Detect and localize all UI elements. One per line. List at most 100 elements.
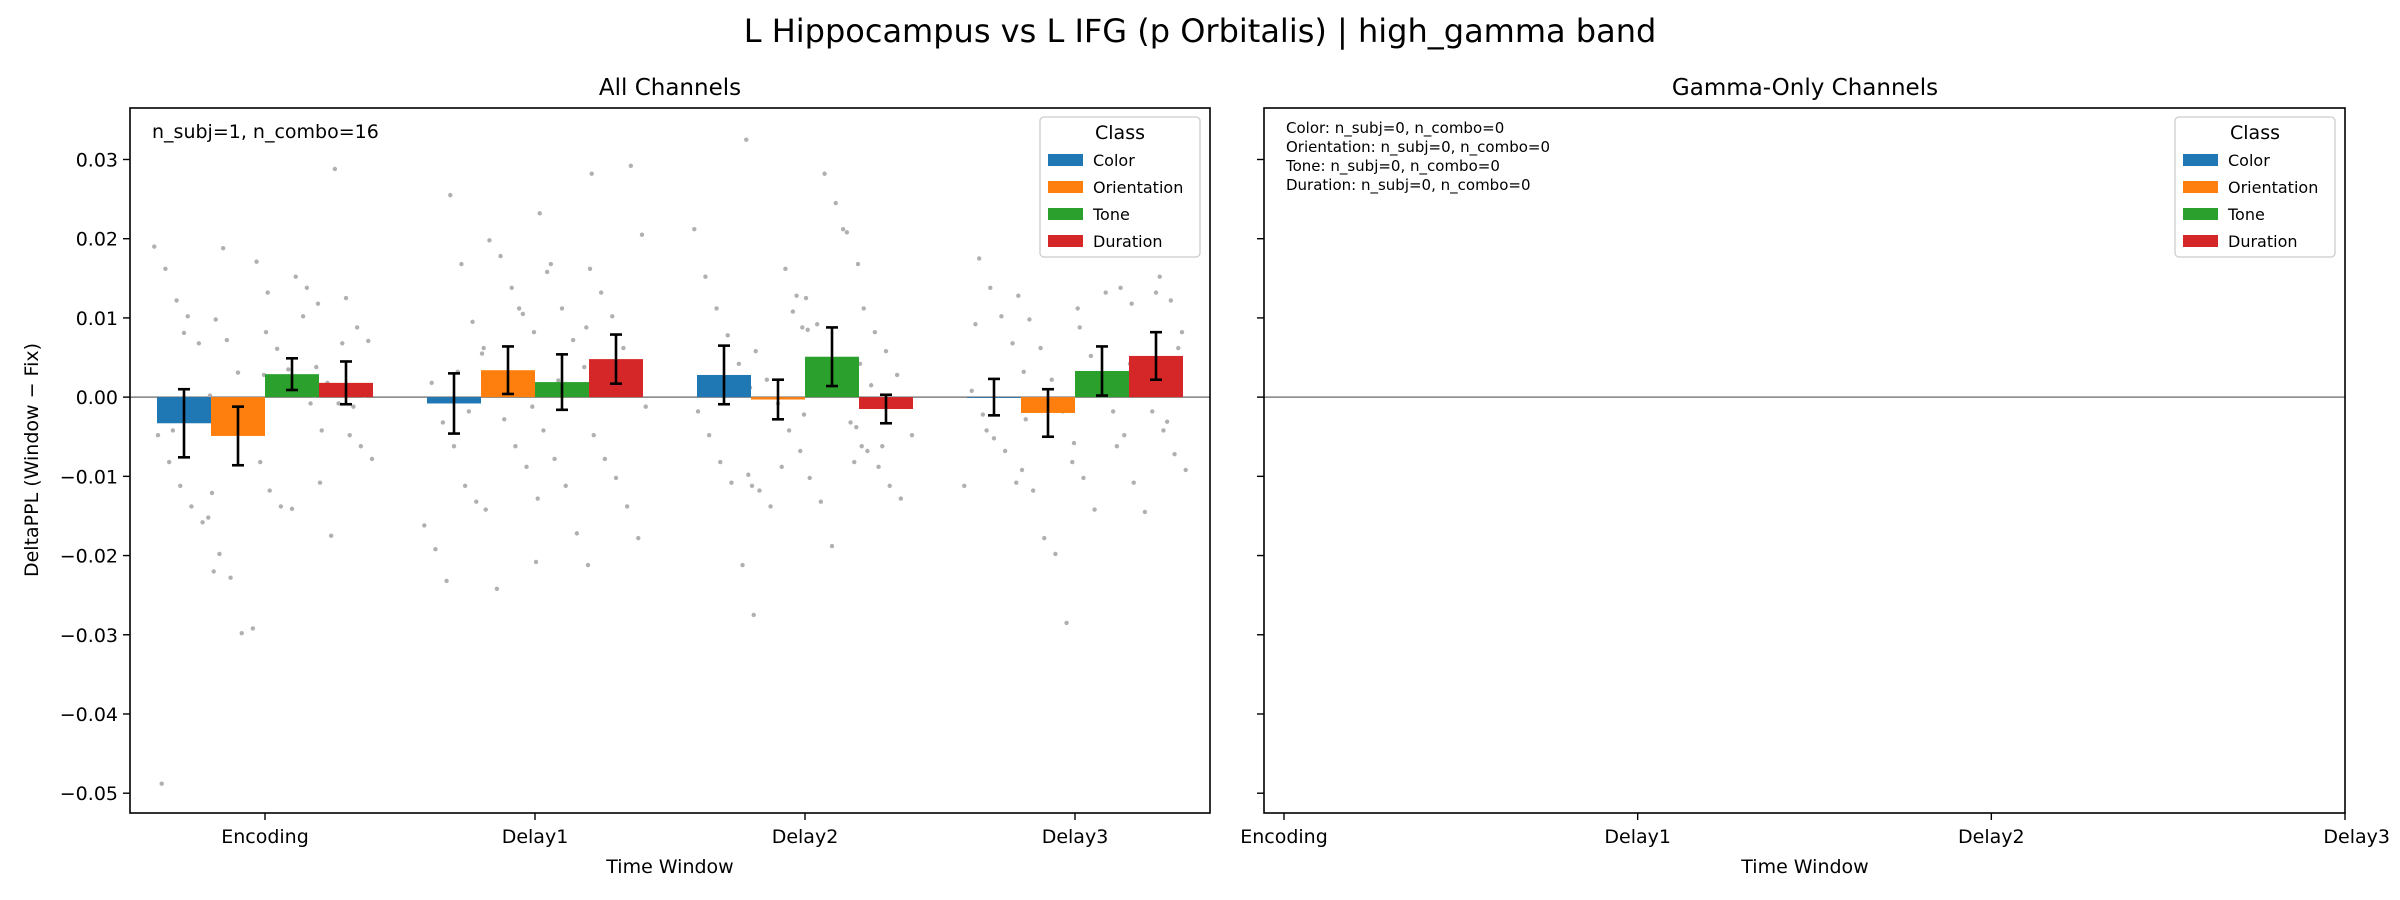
scatter-point (1019, 467, 1025, 473)
scatter-point (749, 483, 755, 489)
scatter-point (883, 348, 889, 354)
scatter-point (358, 444, 364, 449)
y-tick-label: −0.04 (60, 704, 118, 726)
x-tick-label: Delay2 (1958, 826, 2025, 848)
panel-gamma-only: Gamma-Only Channels Encoding Delay1 Delay2… (1240, 75, 2390, 878)
scatter-point (462, 483, 468, 489)
scatter-point (805, 327, 810, 332)
legend-swatch-duration (2183, 235, 2218, 247)
scatter-point (718, 459, 723, 465)
scatter-point (585, 562, 591, 568)
scatter-point (314, 364, 319, 370)
scatter-point (1164, 419, 1170, 424)
bars (157, 355, 1183, 436)
scatter-point (1114, 444, 1120, 449)
scatter-point (976, 256, 982, 261)
figure-suptitle: L Hippocampus vs L IFG (p Orbitalis) | h… (744, 12, 1657, 50)
scatter-point (531, 329, 537, 335)
scatter-point (239, 630, 244, 636)
scatter-point (541, 428, 546, 433)
scatter-point (602, 456, 608, 462)
scatter-point (1153, 290, 1159, 295)
scatter-point (861, 306, 866, 311)
scatter-point (289, 506, 295, 512)
scatter-point (1030, 488, 1036, 493)
scatter-point (695, 409, 701, 414)
scatter-point (533, 559, 539, 565)
scatter-point (844, 230, 850, 235)
panel-all-channels: All Channels 0.03 0.02 0.01 0.00 −0.01 −0.02 −… (21, 75, 1211, 878)
scatter-point (343, 295, 349, 301)
scatter-point (347, 432, 352, 438)
scatter-point (556, 378, 561, 383)
scatter-point (278, 504, 284, 509)
annotation-line: Duration: n_subj=0, n_combo=0 (1286, 176, 1531, 195)
scatter-point (155, 432, 161, 438)
scatter-point (692, 226, 697, 232)
scatter-point (1110, 409, 1116, 414)
y-tick-label: 0.03 (76, 149, 118, 171)
x-tick-label: Delay1 (502, 826, 569, 848)
scatter-point (520, 311, 526, 317)
scatter-point (706, 432, 712, 438)
scatter-point (354, 325, 360, 330)
scatter-point (1157, 274, 1162, 279)
scatter-point (991, 436, 997, 441)
scatter-point (1150, 409, 1155, 414)
scatter-point (859, 444, 864, 449)
legend-swatch-duration (1048, 235, 1083, 247)
plot-frame (129, 107, 1211, 814)
scatter-point (174, 298, 179, 303)
scatter-point (559, 306, 565, 311)
scatter-point (444, 578, 449, 584)
scatter-point (304, 285, 310, 291)
scatter-point (757, 488, 762, 493)
x-tick-label: Delay2 (772, 826, 839, 848)
scatter-point (300, 314, 306, 319)
scatter-point (999, 314, 1004, 319)
x-tick-label: Encoding (1240, 826, 1328, 848)
scatter-point (315, 301, 321, 306)
scatter-point (833, 200, 838, 206)
scatter-point (170, 428, 176, 433)
scatter-point (433, 547, 438, 552)
panel-title: Gamma-Only Channels (1672, 75, 1938, 101)
scatter-point (258, 459, 263, 465)
scatter-point (483, 507, 488, 512)
scatter-point (1122, 432, 1127, 438)
scatter-point (822, 171, 827, 176)
scatter-point (984, 428, 989, 433)
scatter-point (1053, 551, 1058, 557)
legend-title: Class (2230, 122, 2280, 144)
scatter-point (598, 290, 604, 295)
scatter-point (181, 330, 187, 336)
legend-swatch-color (1048, 154, 1083, 166)
scatter-point (440, 420, 446, 425)
scatter-point (250, 626, 256, 631)
legend-swatch-orientation (2183, 181, 2218, 193)
scatter-point (211, 569, 216, 574)
scatter-point (1049, 377, 1054, 382)
scatter-point (613, 475, 619, 481)
scatter-point (962, 483, 967, 489)
scatter-point (206, 515, 211, 520)
y-tick-label: −0.01 (60, 466, 118, 488)
scatter-point (887, 483, 892, 489)
scatter-point (854, 425, 859, 430)
plot-frame (1263, 107, 2346, 814)
scatter-point (803, 295, 809, 301)
scatter-point (980, 412, 986, 417)
legend-swatch-color (2183, 154, 2218, 166)
scatter-point (185, 314, 190, 319)
scatter-point (729, 480, 734, 485)
scatter-point (487, 238, 492, 243)
scatter-point (610, 314, 615, 319)
scatter-point (530, 404, 535, 409)
scatter-point (801, 412, 807, 417)
scatter-point (286, 367, 291, 372)
scatter-point (876, 464, 881, 470)
scatter-point (217, 551, 222, 557)
scatter-point (582, 364, 587, 370)
x-tick-label: Encoding (221, 826, 309, 848)
scatter-point (786, 428, 792, 433)
